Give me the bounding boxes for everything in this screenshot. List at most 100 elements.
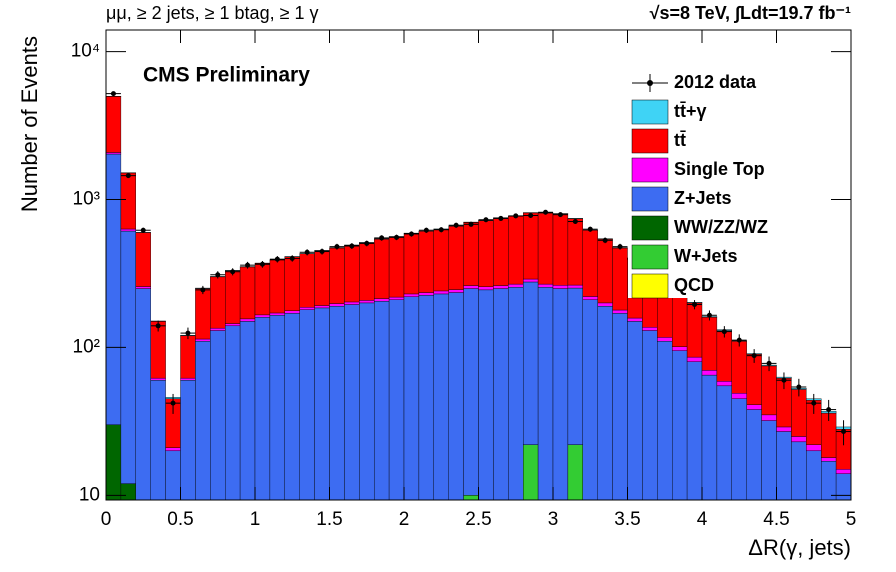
bar [254, 263, 271, 316]
bar [433, 229, 449, 292]
bar [716, 385, 733, 500]
x-tick-label: 0.5 [167, 509, 193, 530]
plot-area [106, 91, 851, 500]
bar [388, 236, 405, 298]
bar [552, 213, 569, 286]
bar [657, 341, 673, 500]
data-marker [736, 337, 742, 343]
data-point [687, 300, 702, 310]
bar [239, 318, 256, 322]
data-point [761, 356, 777, 372]
data-point [776, 372, 792, 390]
data-marker [394, 234, 400, 240]
bar [612, 309, 628, 314]
data-marker [438, 227, 444, 233]
bar [374, 298, 390, 302]
data-point [702, 310, 717, 321]
data-point [523, 212, 539, 218]
data-point [255, 260, 270, 268]
bar [314, 307, 330, 500]
bar [448, 226, 464, 290]
data-marker [528, 212, 534, 218]
data-point [448, 222, 464, 228]
bar [135, 232, 151, 287]
data-point [240, 261, 255, 269]
data-marker [304, 249, 310, 255]
bar [716, 330, 733, 382]
data-point [195, 285, 211, 295]
data-point [389, 234, 404, 241]
data-marker [423, 227, 429, 233]
data-marker [766, 360, 772, 366]
bar [374, 238, 390, 299]
legend-marker [647, 80, 653, 86]
bar [627, 317, 643, 322]
bar [672, 350, 688, 500]
bar [403, 233, 420, 295]
bar [597, 238, 613, 304]
data-marker [259, 261, 265, 267]
data-marker [468, 221, 474, 227]
data-point [225, 268, 241, 276]
data-marker [349, 243, 355, 249]
bar [776, 426, 792, 432]
bar [493, 285, 509, 289]
bar [746, 404, 762, 410]
legend-label: QCD [674, 275, 714, 295]
data-point [150, 320, 166, 332]
bar [359, 302, 375, 500]
bar [433, 290, 449, 295]
bar [821, 461, 837, 500]
bar [120, 483, 137, 500]
bar [508, 216, 524, 285]
bar [224, 325, 241, 500]
data-marker [274, 256, 280, 262]
bar [135, 286, 151, 289]
bar [478, 289, 494, 500]
data-marker [602, 237, 608, 243]
legend-label: tt̄+γ [674, 101, 707, 121]
data-marker [498, 215, 504, 221]
bar [761, 414, 777, 421]
data-point [210, 271, 226, 279]
bar [567, 284, 584, 289]
bar [567, 218, 584, 286]
data-marker [841, 429, 847, 435]
bar [686, 302, 703, 358]
bar [508, 287, 524, 500]
data-point [433, 227, 449, 233]
bar [463, 288, 479, 496]
bar [106, 152, 122, 155]
bar [418, 295, 434, 500]
bar [761, 420, 777, 500]
bar [552, 288, 569, 500]
bar [448, 292, 464, 500]
data-marker [826, 407, 832, 413]
bar [120, 230, 137, 484]
data-point [314, 248, 330, 255]
y-tick-label: 10³ [73, 189, 100, 210]
bar [224, 323, 241, 327]
data-marker [557, 212, 563, 218]
bar [284, 313, 300, 500]
data-marker [572, 219, 578, 225]
x-tick-label: 1 [250, 509, 261, 530]
bar [582, 296, 598, 300]
y-tick-label: 10 [79, 484, 100, 505]
bar [210, 276, 226, 329]
bar [180, 380, 196, 500]
data-point [404, 231, 419, 237]
legend-swatch [631, 157, 669, 183]
data-point [374, 235, 390, 241]
bar [448, 289, 464, 293]
x-tick-label: 4 [697, 509, 708, 530]
bar [150, 377, 166, 381]
data-marker [811, 400, 817, 406]
legend-label: 2012 data [674, 72, 757, 92]
bar [478, 286, 494, 291]
bar [239, 266, 256, 320]
data-point [508, 213, 524, 219]
bar [299, 309, 315, 500]
bar [567, 287, 584, 445]
data-marker [155, 323, 161, 329]
